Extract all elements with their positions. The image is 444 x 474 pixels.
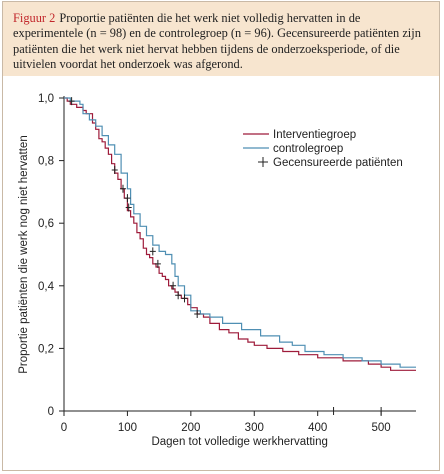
figure-label: Figuur 2: [13, 11, 56, 25]
series-control-line: [64, 97, 416, 368]
y-tick-label: 0,2: [38, 343, 54, 355]
censor-marker: [111, 165, 118, 174]
x-tick-label: 400: [308, 422, 327, 434]
censor-marker: [125, 203, 132, 212]
censor-marker: [154, 259, 161, 268]
figure-frame: Figuur 2 Proportie patiënten die het werk…: [2, 1, 440, 471]
y-axis-title: Proportie patiënten die werk nog niet he…: [18, 135, 30, 373]
x-tick-label: 0: [61, 422, 67, 434]
censor-marker: [68, 97, 75, 106]
x-tick-label: 200: [181, 422, 200, 434]
censor-marker: [181, 294, 188, 303]
x-tick-label: 300: [245, 422, 264, 434]
figure-caption: Figuur 2 Proportie patiënten die het werk…: [3, 2, 439, 76]
chart-plot-area: [64, 97, 416, 415]
y-tick-label: 0: [48, 406, 54, 418]
y-tick-label: 0,6: [38, 218, 54, 230]
caption-text: Proportie patiënten die het werk niet vo…: [13, 11, 421, 71]
legend-label: Gecensureerde patiënten: [273, 157, 403, 169]
y-tick-label: 0,4: [38, 281, 55, 293]
survival-chart: 0 0,2 0,4 0,6 0,8 1,0 0 100 200 300 400 500 Dagen to…: [18, 93, 416, 448]
censor-marker: [149, 247, 156, 256]
censor-marker: [330, 407, 337, 415]
censor-marker: [170, 281, 177, 290]
legend-label: controlegroep: [273, 143, 343, 155]
censor-marker: [175, 291, 182, 300]
x-tick-label: 100: [118, 422, 137, 434]
legend-label: Interventiegroep: [273, 129, 356, 141]
censor-marker: [194, 309, 201, 318]
y-tick-label: 0,8: [38, 156, 54, 168]
legend-censor-swatch: [258, 157, 268, 167]
censor-marker: [378, 407, 385, 415]
censor-marker: [124, 194, 131, 203]
x-tick-label: 500: [372, 422, 391, 434]
series-intervention-line: [64, 97, 416, 371]
chart-axes: 0 0,2 0,4 0,6 0,8 1,0 0 100 200 300 400 500 Dagen to…: [18, 93, 416, 448]
chart-legend: Interventiegroep controlegroep Gecensureer…: [243, 129, 403, 169]
censor-marker: [119, 184, 126, 193]
y-tick-label: 1,0: [38, 93, 54, 105]
x-axis-title: Dagen tot volledige werkhervatting: [151, 436, 327, 448]
